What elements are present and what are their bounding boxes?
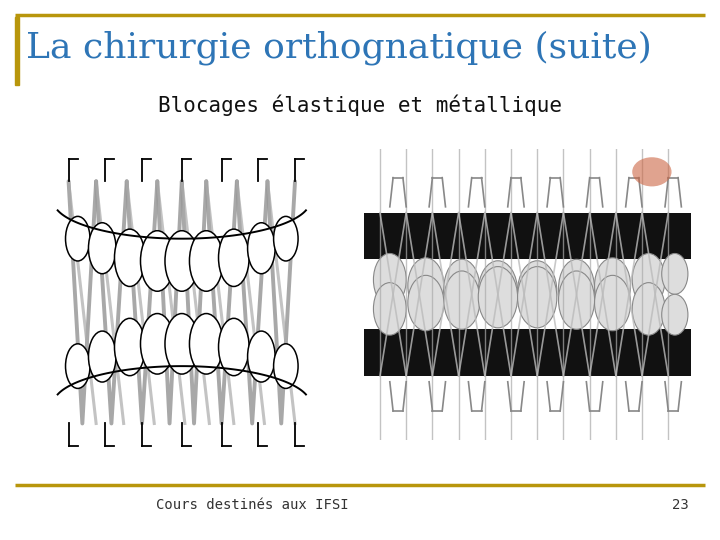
Ellipse shape [189,231,223,291]
Text: 23: 23 [672,498,688,512]
Ellipse shape [595,258,631,313]
Ellipse shape [632,157,672,186]
Ellipse shape [595,275,631,330]
Ellipse shape [140,314,174,374]
Ellipse shape [408,275,444,330]
Ellipse shape [374,282,406,335]
Ellipse shape [274,217,298,261]
Ellipse shape [559,259,595,318]
Ellipse shape [140,231,174,291]
Ellipse shape [662,253,688,294]
Text: La chirurgie orthognatique (suite): La chirurgie orthognatique (suite) [26,31,652,65]
Ellipse shape [219,319,249,376]
Ellipse shape [374,253,406,306]
Ellipse shape [165,231,199,291]
Ellipse shape [66,344,90,388]
Ellipse shape [662,294,688,335]
Ellipse shape [518,267,557,328]
Ellipse shape [632,282,665,335]
Ellipse shape [248,222,275,274]
Text: Cours destinés aux IFSI: Cours destinés aux IFSI [156,498,348,512]
Ellipse shape [408,258,444,313]
Ellipse shape [478,267,518,328]
Ellipse shape [165,314,199,374]
Ellipse shape [89,331,116,382]
Ellipse shape [189,314,223,374]
Ellipse shape [114,319,145,376]
Ellipse shape [444,259,480,318]
Ellipse shape [114,229,145,286]
Ellipse shape [274,344,298,388]
Bar [364,213,691,259]
Ellipse shape [478,261,518,322]
Bar [15,17,19,85]
Ellipse shape [632,253,665,306]
Ellipse shape [89,222,116,274]
Ellipse shape [219,229,249,286]
Ellipse shape [444,271,480,329]
Text: Blocages élastique et métallique: Blocages élastique et métallique [158,94,562,116]
Bar [364,329,691,376]
Ellipse shape [66,217,90,261]
Ellipse shape [248,331,275,382]
Ellipse shape [518,261,557,322]
Ellipse shape [559,271,595,329]
